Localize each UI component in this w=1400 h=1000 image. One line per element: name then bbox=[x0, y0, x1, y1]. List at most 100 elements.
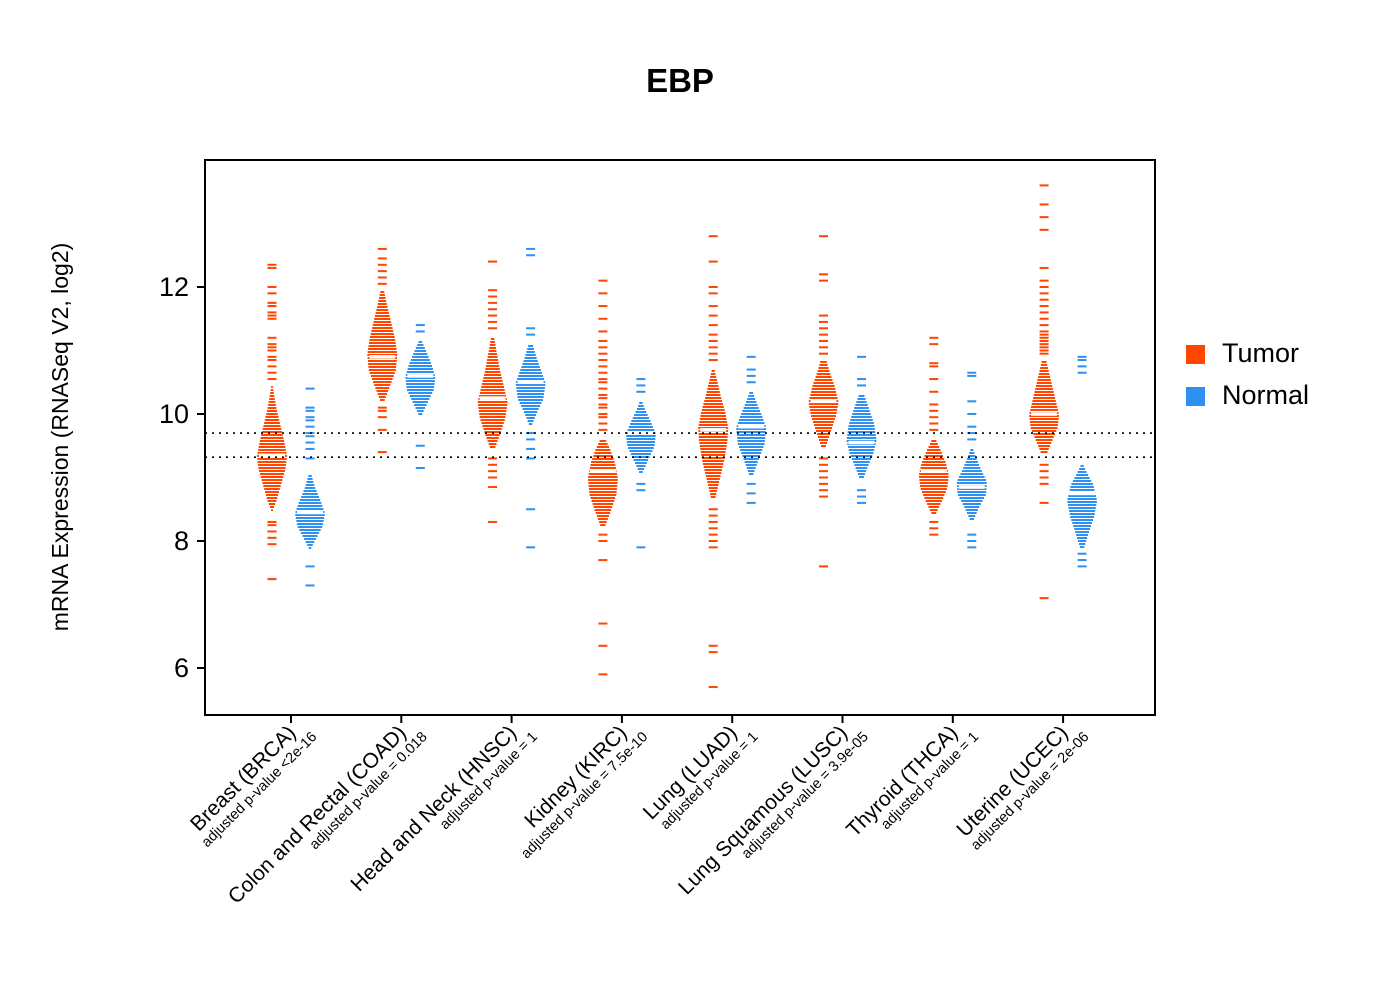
outlier-mark bbox=[1039, 298, 1049, 301]
bean-dash bbox=[1070, 486, 1094, 488]
bean-dash bbox=[595, 449, 611, 451]
bean-dash bbox=[515, 384, 546, 386]
bean-dash bbox=[265, 416, 279, 418]
legend-label-normal: Normal bbox=[1222, 380, 1309, 410]
outlier-mark bbox=[746, 368, 756, 371]
outlier-mark bbox=[1077, 552, 1087, 555]
bean-dash bbox=[703, 463, 724, 465]
bean-dash bbox=[269, 395, 275, 397]
bean-dash bbox=[1030, 424, 1058, 426]
outlier-mark bbox=[636, 384, 646, 387]
outlier-mark bbox=[819, 314, 828, 317]
bean-dash bbox=[373, 321, 392, 323]
outlier-mark bbox=[746, 492, 756, 495]
bean-dash bbox=[699, 445, 727, 447]
bean-dash bbox=[634, 414, 648, 416]
bean-dash bbox=[410, 359, 430, 361]
outlier-mark bbox=[708, 514, 718, 517]
outlier-mark bbox=[967, 400, 977, 403]
bean-dash bbox=[699, 421, 728, 423]
bean-dash bbox=[705, 475, 721, 477]
bean-dash bbox=[369, 339, 396, 341]
outlier-mark bbox=[488, 327, 498, 330]
bean-dash bbox=[921, 464, 947, 466]
bean-dash bbox=[920, 467, 948, 469]
bean-dash bbox=[639, 471, 643, 473]
bean-dash bbox=[921, 491, 946, 493]
bean-dash bbox=[736, 431, 766, 433]
outlier-mark bbox=[1039, 330, 1049, 333]
bean-dash bbox=[818, 436, 829, 438]
bean-dash bbox=[1074, 477, 1090, 479]
bean-dash bbox=[523, 411, 538, 413]
bean-dash bbox=[847, 434, 876, 436]
bean-dash bbox=[745, 464, 757, 466]
outlier-mark bbox=[305, 565, 315, 568]
bean-dash bbox=[523, 360, 538, 362]
bean-dash bbox=[489, 347, 496, 349]
bean-dash bbox=[747, 470, 755, 472]
bean-dash bbox=[707, 484, 719, 486]
bean-dash bbox=[259, 440, 285, 442]
bean-dash bbox=[737, 440, 765, 442]
bean-dash bbox=[408, 365, 433, 367]
outlier-mark bbox=[488, 295, 498, 298]
bean-dash bbox=[593, 455, 613, 457]
outlier-mark bbox=[598, 317, 608, 320]
bean-dash bbox=[592, 503, 614, 505]
bean-dash bbox=[1073, 525, 1091, 527]
outlier-mark bbox=[305, 406, 315, 409]
outlier-mark bbox=[267, 343, 277, 346]
bean-dash bbox=[743, 407, 759, 409]
bean-dash bbox=[488, 350, 497, 352]
bean-dash bbox=[521, 366, 540, 368]
median-line bbox=[810, 399, 837, 404]
outlier-mark bbox=[598, 305, 608, 308]
bean-dash bbox=[737, 437, 766, 439]
bean-dash bbox=[307, 544, 313, 546]
bean-dash bbox=[368, 348, 397, 350]
bean-dash bbox=[262, 482, 282, 484]
bean-dash bbox=[970, 449, 974, 451]
bean-dash bbox=[965, 509, 978, 511]
bean-dash bbox=[1080, 465, 1084, 467]
outlier-mark bbox=[819, 565, 828, 568]
bean-dash bbox=[261, 434, 283, 436]
bean-dash bbox=[588, 479, 618, 481]
outlier-mark bbox=[929, 527, 939, 530]
bean-dash bbox=[846, 437, 877, 439]
bean-dash bbox=[528, 345, 534, 347]
bean-dash bbox=[409, 395, 431, 397]
bean-dash bbox=[851, 416, 872, 418]
bean-dash bbox=[368, 345, 397, 347]
outlier-mark bbox=[857, 378, 866, 381]
y-tick-label: 10 bbox=[159, 399, 189, 429]
outlier-mark bbox=[1039, 476, 1049, 479]
outlier-mark bbox=[819, 339, 828, 342]
bean-dash bbox=[487, 440, 498, 442]
violin-tumor-5 bbox=[698, 235, 729, 689]
bean-dash bbox=[299, 529, 321, 531]
bean-dash bbox=[737, 422, 765, 424]
outlier-mark bbox=[708, 352, 718, 355]
outlier-mark bbox=[1039, 597, 1049, 600]
outlier-mark bbox=[526, 327, 536, 330]
bean-dash bbox=[919, 482, 948, 484]
bean-dash bbox=[517, 396, 544, 398]
bean-dash bbox=[638, 405, 644, 407]
bean-dash bbox=[522, 408, 539, 410]
outlier-mark bbox=[598, 393, 608, 396]
bean-dash bbox=[269, 506, 275, 508]
bean-dash bbox=[710, 493, 717, 495]
outlier-mark bbox=[1077, 565, 1087, 568]
bean-dash bbox=[698, 424, 728, 426]
outlier-mark bbox=[967, 425, 977, 428]
bean-dash bbox=[524, 357, 537, 359]
bean-dash bbox=[258, 446, 286, 448]
bean-dash bbox=[1034, 391, 1054, 393]
bean-dash bbox=[1029, 418, 1059, 420]
outlier-mark bbox=[526, 333, 536, 336]
outlier-mark bbox=[746, 482, 756, 485]
bean-dash bbox=[297, 505, 323, 507]
bean-dash bbox=[1069, 489, 1095, 491]
